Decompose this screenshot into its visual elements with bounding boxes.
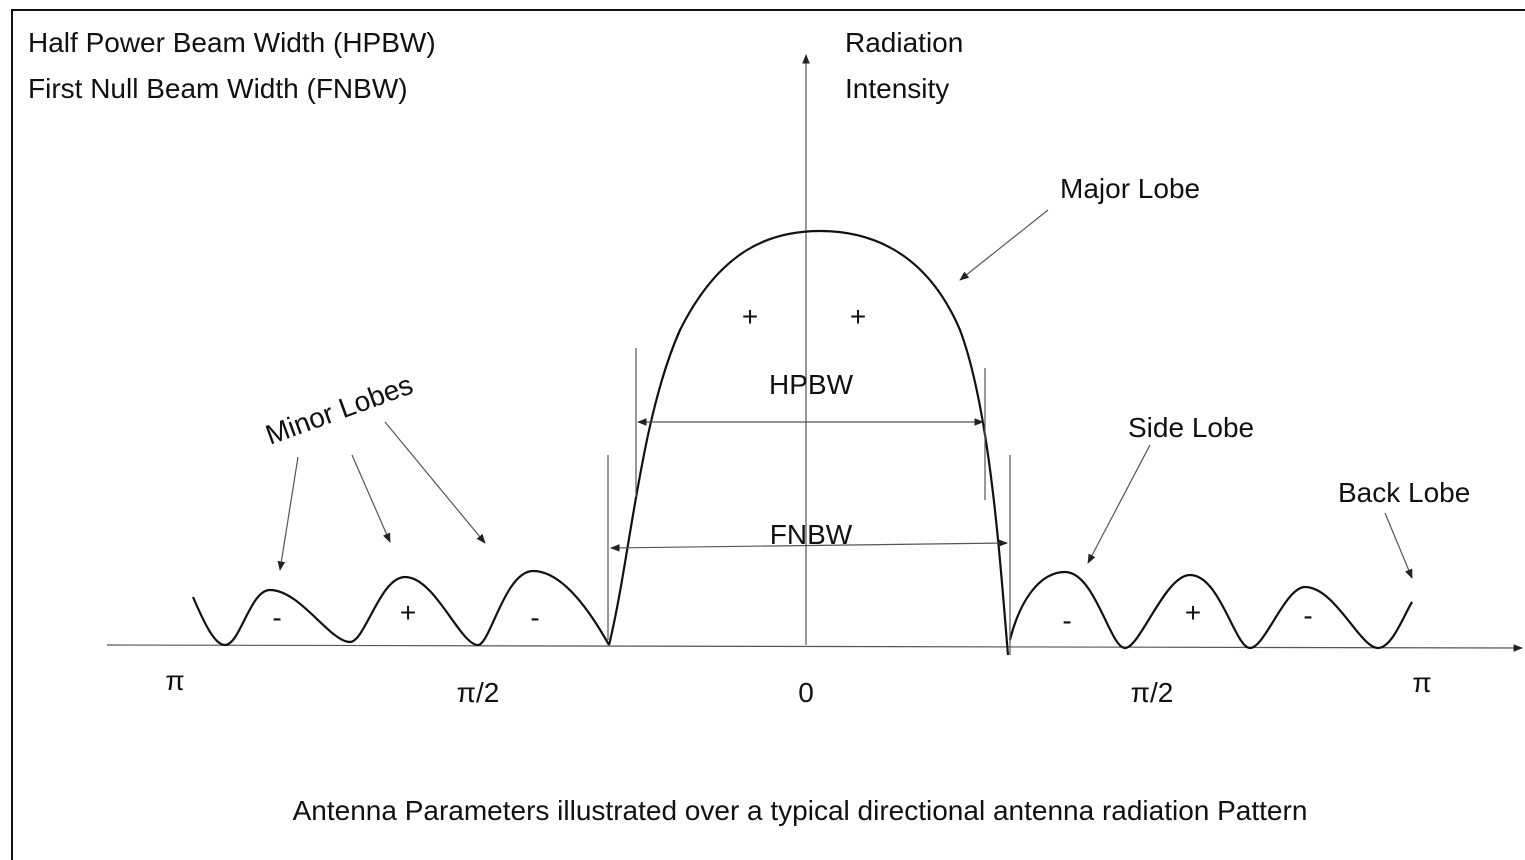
pointer <box>351 454 391 543</box>
width-label: HPBW <box>769 369 854 400</box>
axis-label: Intensity <box>845 73 949 104</box>
annotation: Major Lobe <box>1060 173 1200 204</box>
lobe-sign: + <box>742 301 758 332</box>
x-label: π <box>165 665 184 696</box>
side-back-lobes <box>1008 570 1413 650</box>
axis-label: Radiation <box>845 27 963 58</box>
frame <box>11 9 1525 860</box>
lobe-sign: - <box>530 602 539 633</box>
lobe-sign: + <box>850 301 866 332</box>
lobe-sign: - <box>1303 600 1312 631</box>
width-label: FNBW <box>770 519 853 550</box>
pointer <box>277 456 299 571</box>
minor-lobes <box>191 569 610 647</box>
x-label: π/2 <box>1131 677 1174 708</box>
x-label: 0 <box>798 677 814 708</box>
annotation: Back Lobe <box>1338 477 1470 508</box>
pointer <box>1087 444 1151 564</box>
lobe-sign: - <box>272 602 281 633</box>
major-lobe <box>607 229 1010 656</box>
lobe-sign: + <box>1185 597 1201 628</box>
legend-line: First Null Beam Width (FNBW) <box>28 73 408 104</box>
x-label: π <box>1412 667 1431 698</box>
x-axis <box>106 644 1523 652</box>
pointer <box>959 209 1049 281</box>
pointer <box>1384 512 1413 579</box>
annotation: Minor Lobes <box>261 369 416 451</box>
fnbw-arrow <box>610 539 1008 552</box>
lobe-sign: - <box>1062 605 1071 636</box>
lobe-sign: + <box>400 597 416 628</box>
caption: Antenna Parameters illustrated over a ty… <box>293 795 1308 826</box>
legend-line: Half Power Beam Width (HPBW) <box>28 27 436 58</box>
annotation: Side Lobe <box>1128 412 1254 443</box>
pointer <box>384 421 486 544</box>
x-label: π/2 <box>457 677 500 708</box>
